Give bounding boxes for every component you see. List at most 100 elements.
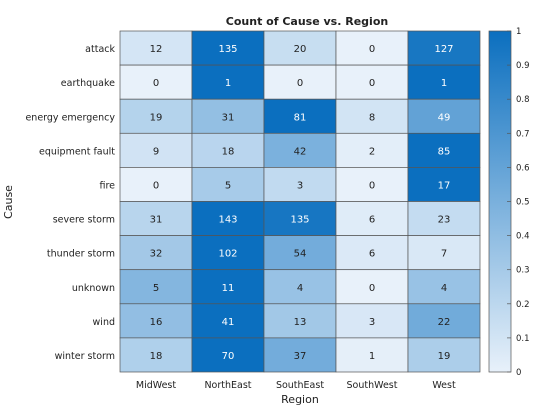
- cell-value-label: 12: [150, 44, 163, 55]
- cell-value-label: 135: [290, 215, 309, 226]
- cell-value-label: 0: [369, 78, 375, 89]
- cell-value-label: 42: [294, 146, 307, 157]
- heatmap-cell: [119, 269, 193, 305]
- cell-value-label: 7: [441, 249, 447, 260]
- heatmap-cell: [407, 98, 481, 134]
- cell-value-label: 85: [438, 146, 451, 157]
- heatmap-cell: [335, 132, 409, 168]
- heatmap-cell: [407, 337, 481, 373]
- cell-value-label: 31: [150, 215, 163, 226]
- colorbar-tick-label: 0.9: [516, 61, 530, 71]
- cell-value-label: 102: [218, 249, 237, 260]
- heatmap-cell: [407, 132, 481, 168]
- cell-value-label: 5: [153, 283, 159, 294]
- cell-value-label: 17: [438, 180, 451, 191]
- heatmap-cell: [407, 303, 481, 339]
- heatmap-cell: [119, 337, 193, 373]
- y-tick-label: fire: [99, 180, 115, 191]
- x-tick-label: SouthEast: [276, 380, 324, 391]
- heatmap-cell: [407, 64, 481, 100]
- heatmap-cell: [335, 337, 409, 373]
- cell-value-label: 2: [369, 146, 375, 157]
- cell-value-label: 18: [150, 351, 163, 362]
- heatmap-cell: [119, 30, 193, 66]
- heatmap-cell: [191, 337, 265, 373]
- cell-value-label: 37: [294, 351, 307, 362]
- cell-value-label: 1: [369, 351, 375, 362]
- cell-value-label: 8: [369, 112, 375, 123]
- cell-value-label: 3: [297, 180, 303, 191]
- heatmap-cell: [263, 167, 337, 202]
- cell-value-label: 0: [369, 180, 375, 191]
- heatmap-cell: [263, 269, 337, 305]
- x-tick-label: NorthEast: [204, 380, 251, 391]
- cell-value-label: 16: [150, 317, 163, 328]
- cell-value-label: 4: [441, 283, 447, 294]
- heatmap-cell: [191, 30, 265, 66]
- heatmap-cell: [191, 167, 265, 202]
- x-tick-label: MidWest: [136, 380, 176, 391]
- heatmap-cell: [191, 132, 265, 168]
- colorbar-tick-label: 0.3: [516, 266, 530, 276]
- cell-value-label: 6: [369, 249, 375, 260]
- cell-value-label: 0: [369, 283, 375, 294]
- cell-value-label: 0: [153, 78, 159, 89]
- heatmap-cell: [263, 64, 337, 100]
- y-tick-label: severe storm: [53, 215, 115, 226]
- x-tick-label: SouthWest: [347, 380, 398, 391]
- cell-value-label: 22: [438, 317, 451, 328]
- y-tick-label: energy emergency: [25, 112, 115, 123]
- y-axis-label: Cause: [2, 185, 15, 219]
- heatmap-cell: [119, 132, 193, 168]
- cell-value-label: 6: [369, 215, 375, 226]
- y-tick-label: winter storm: [55, 351, 115, 362]
- cell-value-label: 19: [438, 351, 451, 362]
- cell-value-label: 11: [222, 283, 235, 294]
- heatmap-cell: [335, 201, 409, 236]
- cell-value-label: 32: [150, 249, 163, 260]
- cell-value-label: 81: [294, 112, 307, 123]
- chart-title: Count of Cause vs. Region: [226, 15, 388, 28]
- y-axis-tick-labels: attack earthquake energy emergency equipmen…: [25, 44, 115, 362]
- heatmap-cell: [263, 201, 337, 236]
- heatmap-cell: [191, 303, 265, 339]
- heatmap-cell: [335, 30, 409, 66]
- y-tick-label: unknown: [72, 283, 115, 294]
- cell-value-label: 20: [294, 44, 307, 55]
- cell-value-label: 4: [297, 283, 303, 294]
- heatmap-cell: [119, 167, 193, 202]
- cell-value-label: 5: [225, 180, 231, 191]
- cell-value-label: 49: [438, 112, 451, 123]
- heatmap-cell: [263, 303, 337, 339]
- cell-value-label: 54: [294, 249, 307, 260]
- cell-value-label: 0: [153, 180, 159, 191]
- heatmap-cell: [191, 269, 265, 305]
- cell-value-label: 135: [218, 44, 237, 55]
- cell-value-label: 0: [297, 78, 303, 89]
- heatmap-cell: [119, 64, 193, 100]
- colorbar-tick-label: 0.6: [516, 163, 530, 173]
- y-tick-label: attack: [85, 44, 115, 55]
- heatmap-cell: [407, 167, 481, 202]
- colorbar-tick-label: 0.4: [516, 232, 530, 242]
- heatmap-cell: [335, 98, 409, 134]
- colorbar-tick-label: 0.8: [516, 95, 530, 105]
- heatmap-cell: [407, 201, 481, 236]
- colorbar-tick-label: 0.1: [516, 334, 530, 344]
- colorbar-tick-label: 1: [516, 27, 521, 37]
- heatmap-cell: [263, 30, 337, 66]
- cell-value-label: 9: [153, 146, 159, 157]
- cell-value-label: 31: [222, 112, 235, 123]
- x-axis-tick-labels: MidWest NorthEast SouthEast SouthWest West: [136, 380, 456, 391]
- heatmap-cell: [263, 337, 337, 373]
- heatmap-cell: [191, 201, 265, 236]
- cell-value-label: 13: [294, 317, 307, 328]
- colorbar-tick-label: 0.2: [516, 300, 530, 310]
- cell-value-label: 41: [222, 317, 235, 328]
- heatmap-cell: [407, 269, 481, 305]
- heatmap-cell: [263, 132, 337, 168]
- cell-value-label: 3: [369, 317, 375, 328]
- cell-value-label: 143: [218, 215, 237, 226]
- cell-value-label: 127: [434, 44, 453, 55]
